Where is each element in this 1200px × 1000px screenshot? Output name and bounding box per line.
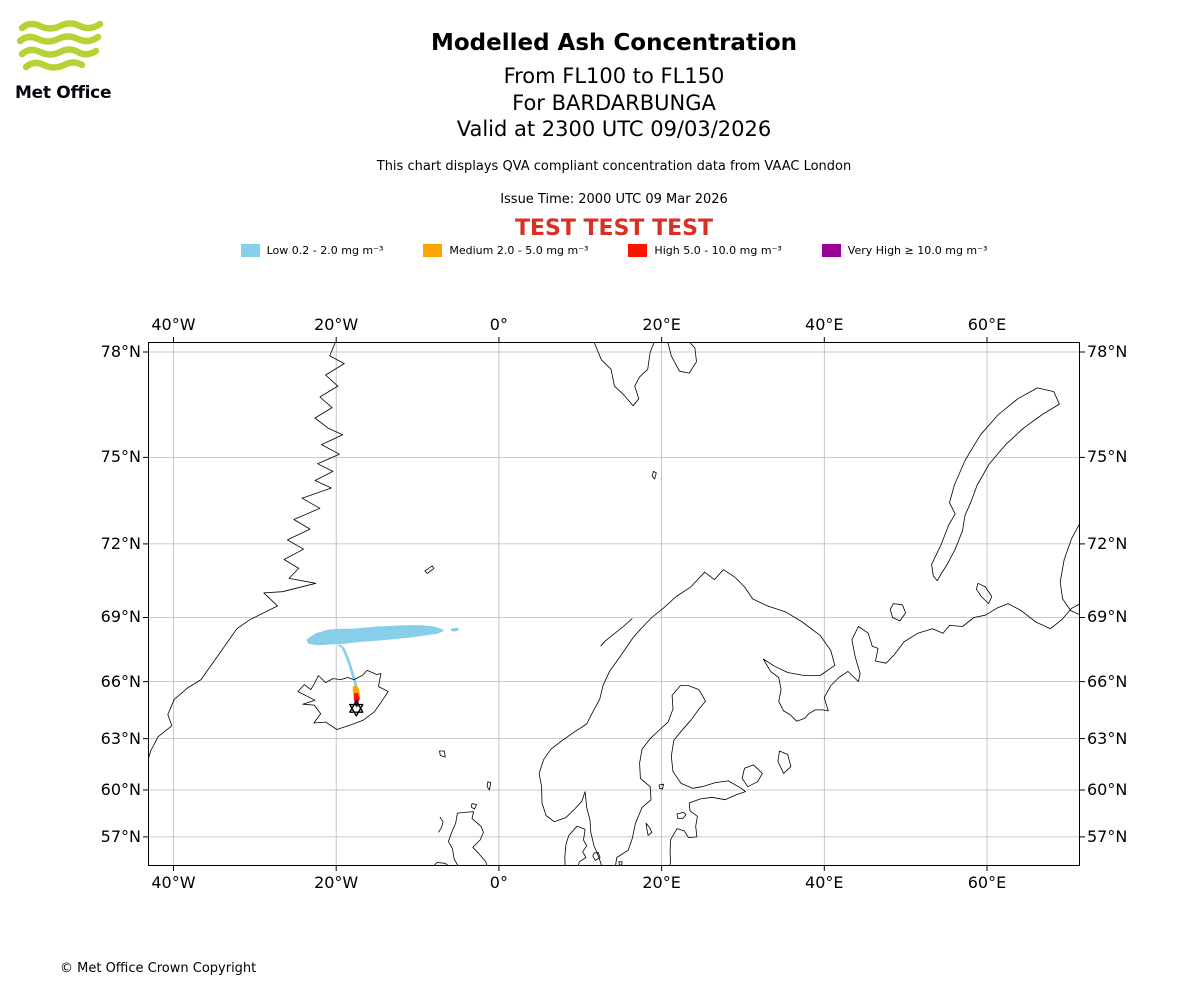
coast-yamal [1059, 522, 1080, 616]
lat-label-left: 75°N [100, 447, 141, 467]
lat-label-right: 75°N [1087, 447, 1128, 467]
map-frame [148, 342, 1080, 866]
lat-label-left: 57°N [100, 826, 141, 846]
coast-norway-russia-mainland [538, 569, 1080, 866]
legend-swatch-high [628, 244, 648, 257]
legend-swatch-low [240, 244, 260, 257]
coast-denmark [564, 825, 588, 866]
coast-bear-island [651, 471, 657, 480]
legend-label-low: Low 0.2 - 2.0 mg m⁻³ [266, 244, 384, 257]
legend-label-very_high: Very High ≥ 10.0 mg m⁻³ [847, 244, 988, 257]
lon-label-top: 40°W [151, 315, 196, 334]
lon-label-top: 40°E [805, 315, 844, 334]
flight-level-subtitle: From FL100 to FL150 [503, 64, 725, 88]
coast-greenland [148, 342, 345, 762]
qva-description: This chart displays QVA compliant concen… [376, 159, 852, 174]
volcano-subtitle: For BARDARBUNGA [512, 91, 716, 115]
lat-label-left: 78°N [100, 341, 141, 361]
legend-swatch-very_high [821, 244, 841, 257]
coast-novaya-zemlya [931, 387, 1060, 582]
lat-label-right: 69°N [1087, 607, 1128, 627]
coast-zealand [592, 852, 601, 861]
coast-hebrides [437, 816, 444, 833]
coast-baltic-coast [615, 685, 746, 866]
legend-swatch-medium [423, 244, 443, 257]
lat-label-left: 69°N [100, 607, 141, 627]
ash-polygon-low-east-blip [450, 627, 460, 632]
legend: Low 0.2 - 2.0 mg m⁻³ Medium 2.0 - 5.0 mg … [14, 244, 1200, 257]
lon-label-bottom: 0° [489, 873, 508, 892]
lon-label-top: 20°W [314, 315, 359, 334]
coast-gotland [645, 822, 653, 836]
coast-iceland [297, 670, 389, 730]
coast-saaremaa [676, 812, 687, 819]
ash-polygon-low-main-plume [306, 625, 444, 646]
lat-label-right: 72°N [1087, 533, 1128, 553]
coast-jan-mayen [424, 565, 435, 574]
legend-item-low: Low 0.2 - 2.0 mg m⁻³ [240, 244, 384, 257]
legend-label-medium: Medium 2.0 - 5.0 mg m⁻³ [449, 244, 589, 257]
coast-lofoten [600, 618, 633, 647]
coast-aland [658, 783, 664, 790]
ash-map [143, 337, 1085, 871]
lat-label-right: 78°N [1087, 341, 1128, 361]
volcano-marker [349, 700, 364, 717]
lon-label-bottom: 60°E [967, 873, 1007, 892]
lat-label-left: 66°N [100, 671, 141, 691]
lon-label-bottom: 20°W [314, 873, 359, 892]
lat-label-left: 72°N [100, 533, 141, 553]
coast-shetland [486, 781, 492, 791]
coast-kolguyev [889, 603, 906, 622]
tick-marks [143, 337, 1085, 871]
lon-label-top: 0° [489, 315, 508, 334]
legend-item-high: High 5.0 - 10.0 mg m⁻³ [628, 244, 782, 257]
lat-label-right: 63°N [1087, 728, 1128, 748]
lon-label-top: 20°E [642, 315, 681, 334]
coast-bornholm [618, 861, 623, 866]
lat-label-right: 57°N [1087, 826, 1128, 846]
issue-time: Issue Time: 2000 UTC 09 Mar 2026 [500, 192, 728, 207]
lat-label-right: 66°N [1087, 671, 1128, 691]
met-office-logo: Met Office [15, 20, 125, 103]
lon-label-top: 60°E [967, 315, 1007, 334]
lon-label-bottom: 40°W [151, 873, 196, 892]
valid-time-subtitle: Valid at 2300 UTC 09/03/2026 [456, 117, 772, 141]
grid-layer [148, 342, 1080, 866]
legend-label-high: High 5.0 - 10.0 mg m⁻³ [654, 244, 782, 257]
lat-label-right: 60°N [1087, 779, 1128, 799]
lon-label-bottom: 20°E [642, 873, 681, 892]
coast-edgeoya [667, 342, 697, 374]
lat-label-left: 63°N [100, 728, 141, 748]
coastline-layer [148, 342, 1080, 866]
met-office-wordmark: Met Office [15, 83, 112, 103]
coast-lake-onega [777, 750, 792, 774]
coast-vaygach [976, 582, 993, 604]
met-office-waves-icon [16, 20, 104, 71]
legend-item-very_high: Very High ≥ 10.0 mg m⁻³ [821, 244, 988, 257]
legend-item-medium: Medium 2.0 - 5.0 mg m⁻³ [423, 244, 588, 257]
copyright-notice: © Met Office Crown Copyright [60, 961, 257, 976]
lat-label-left: 60°N [100, 779, 141, 799]
test-banner: TEST TEST TEST [515, 216, 713, 241]
coast-orkney [470, 803, 477, 810]
page-title: Modelled Ash Concentration [430, 30, 798, 56]
ash-layer [306, 625, 460, 708]
coast-lake-ladoga [741, 764, 763, 788]
coast-spitsbergen [593, 342, 655, 407]
coast-scotland [448, 811, 488, 866]
coast-faroes [439, 750, 446, 758]
lon-label-bottom: 40°E [805, 873, 844, 892]
